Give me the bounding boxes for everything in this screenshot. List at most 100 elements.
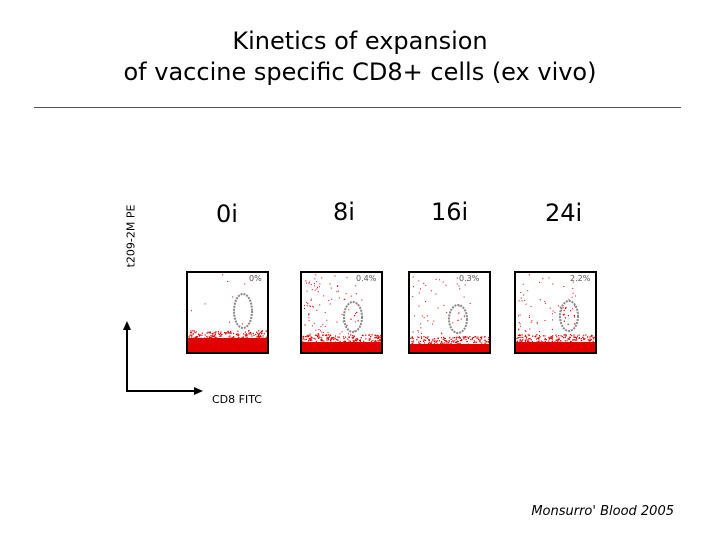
event-dot	[444, 337, 446, 339]
event-dot	[471, 337, 473, 339]
event-dot	[213, 332, 215, 334]
event-dot	[560, 340, 562, 342]
event-dot	[467, 337, 470, 339]
event-dot	[309, 337, 311, 340]
event-dot	[355, 339, 357, 341]
event-dot	[463, 337, 465, 339]
x-axis-label: CD8 FITC	[212, 393, 262, 406]
event-dot	[580, 337, 582, 340]
event-dot	[190, 331, 192, 334]
event-dot	[319, 336, 321, 338]
event-dot	[538, 337, 540, 340]
event-dot	[329, 283, 331, 285]
event-dot	[558, 335, 560, 337]
event-dot	[578, 334, 580, 336]
event-dot	[328, 337, 330, 339]
event-dot	[537, 337, 539, 339]
event-dot	[213, 335, 215, 337]
event-dot	[347, 333, 349, 335]
event-dot	[544, 320, 546, 321]
event-dot	[348, 309, 350, 311]
event-dot	[446, 341, 448, 343]
event-dot	[547, 342, 549, 344]
event-dot	[544, 340, 546, 343]
event-dot	[441, 343, 443, 345]
event-dot	[371, 334, 373, 336]
event-dot	[564, 336, 566, 339]
event-dot	[256, 336, 258, 338]
event-dot	[312, 306, 314, 308]
event-dot	[326, 335, 328, 337]
event-dot	[308, 317, 310, 319]
event-dot	[302, 338, 304, 340]
event-dot	[309, 339, 311, 342]
event-dot	[353, 335, 355, 337]
event-dot	[317, 286, 318, 288]
event-dot	[214, 336, 216, 338]
event-dot	[317, 337, 319, 339]
event-dot	[209, 332, 212, 334]
event-dot	[306, 336, 308, 338]
event-dot	[418, 341, 420, 343]
event-dot	[536, 338, 538, 340]
event-dot	[231, 337, 233, 339]
event-dot	[307, 303, 309, 305]
event-dot	[345, 336, 347, 338]
event-dot	[348, 336, 350, 338]
event-dot	[193, 337, 195, 339]
event-dot	[368, 334, 370, 336]
event-dot	[412, 331, 414, 333]
event-dot	[211, 336, 213, 338]
event-dot	[188, 336, 190, 338]
event-dot	[448, 340, 450, 342]
event-dot	[588, 340, 590, 342]
event-dot	[425, 301, 427, 303]
event-dot	[368, 338, 370, 340]
event-dot	[237, 333, 239, 335]
event-dot	[342, 321, 344, 323]
gated-event-dot	[463, 315, 465, 317]
event-dot	[571, 335, 573, 337]
event-dot	[532, 335, 534, 337]
event-dot	[565, 334, 567, 337]
event-dot	[219, 335, 221, 337]
event-dot	[545, 339, 547, 341]
event-dot	[375, 337, 377, 339]
event-dot	[245, 337, 248, 339]
event-dot	[376, 337, 379, 339]
event-dot	[354, 341, 356, 343]
event-dot	[466, 340, 468, 343]
event-dot	[206, 332, 208, 334]
event-dot	[319, 283, 321, 285]
event-dot	[435, 293, 437, 295]
event-dot	[578, 341, 580, 344]
event-dot	[318, 329, 320, 330]
event-dot	[353, 330, 355, 332]
event-dot	[374, 341, 376, 343]
event-dot	[572, 292, 574, 294]
gated-event-dot	[570, 310, 572, 312]
event-dot	[229, 335, 231, 337]
event-dot	[199, 334, 201, 336]
event-dot	[538, 340, 540, 342]
event-dot	[435, 341, 437, 343]
event-dot	[241, 337, 243, 339]
event-dot	[265, 330, 267, 332]
event-dot	[552, 310, 554, 312]
event-dot	[551, 313, 553, 315]
event-dot	[318, 333, 320, 335]
event-dot	[321, 277, 323, 279]
event-dot	[238, 334, 240, 336]
event-dot	[412, 276, 414, 278]
event-dot	[262, 337, 265, 339]
event-dot	[318, 334, 320, 336]
event-dot	[456, 277, 458, 279]
event-dot	[352, 336, 355, 338]
event-dot	[327, 338, 329, 340]
event-dot	[418, 342, 420, 344]
event-dot	[246, 334, 248, 336]
event-dot	[452, 340, 454, 342]
event-dot	[544, 301, 546, 302]
event-dot	[420, 323, 422, 325]
event-dot	[568, 298, 570, 300]
